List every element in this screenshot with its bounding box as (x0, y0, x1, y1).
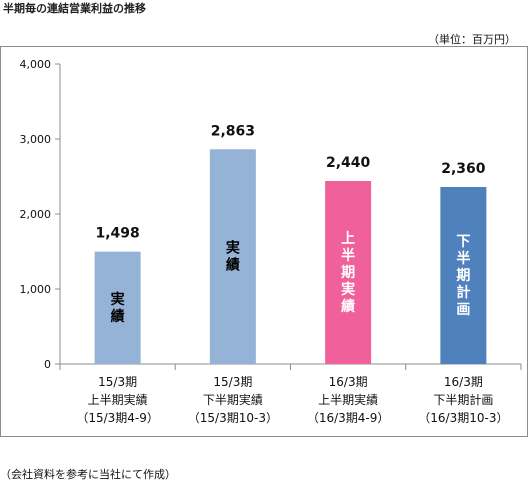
bar (209, 149, 256, 364)
x-category-label: 上半期実績 (88, 392, 148, 407)
source-note: （会社資料を参考に当社にて作成） (0, 468, 176, 481)
y-tick-label: 3,000 (20, 133, 52, 146)
page-title: 半期毎の連結営業利益の推移 (3, 2, 146, 15)
x-category-label: （16/3期4-9） (307, 411, 390, 425)
x-category-label: 下半期計画 (433, 392, 493, 407)
chart-frame: 0 1,000 2,000 3,000 4,000 1,498 実績 2,863 実績 2,44… (0, 46, 528, 437)
bar-value-label: 1,498 (95, 226, 139, 242)
unit-note: （単位：百万円） (428, 33, 516, 46)
bar (325, 181, 372, 364)
x-category-label: 15/3期 (213, 375, 252, 389)
bar-value-label: 2,440 (326, 155, 371, 171)
y-tick-label: 4,000 (20, 58, 52, 71)
x-category-label: 16/3期 (329, 375, 368, 389)
bar-value-label: 2,863 (211, 123, 255, 139)
x-category-label: 上半期実績 (318, 392, 378, 407)
x-category-label: （15/3期10-3） (188, 411, 278, 425)
x-category-label: 下半期実績 (203, 392, 263, 407)
bar-inner-label: 実績 (111, 291, 125, 325)
bar-inner-label: 上半期実績 (341, 231, 355, 315)
bar (440, 187, 487, 364)
x-category-label: （15/3期4-9） (76, 411, 159, 425)
bar-inner-label: 下半期計画 (456, 234, 470, 318)
bar (94, 251, 141, 364)
bar-inner-label: 実績 (226, 240, 240, 274)
x-category-label: 15/3期 (98, 375, 137, 389)
x-category-label: （16/3期10-3） (418, 411, 508, 425)
bars: 1,498 実績 2,863 実績 2,440 上半期実績 2,360 下半期計画 (94, 123, 487, 364)
bar-chart: 0 1,000 2,000 3,000 4,000 1,498 実績 2,863 実績 2,44… (20, 58, 522, 425)
y-tick-label: 2,000 (20, 208, 52, 221)
y-tick-label: 1,000 (20, 283, 52, 296)
x-category-label: 16/3期 (444, 375, 483, 389)
y-axis: 0 1,000 2,000 3,000 4,000 (20, 58, 522, 371)
bar-value-label: 2,360 (441, 161, 486, 177)
y-tick-label: 0 (44, 358, 51, 371)
